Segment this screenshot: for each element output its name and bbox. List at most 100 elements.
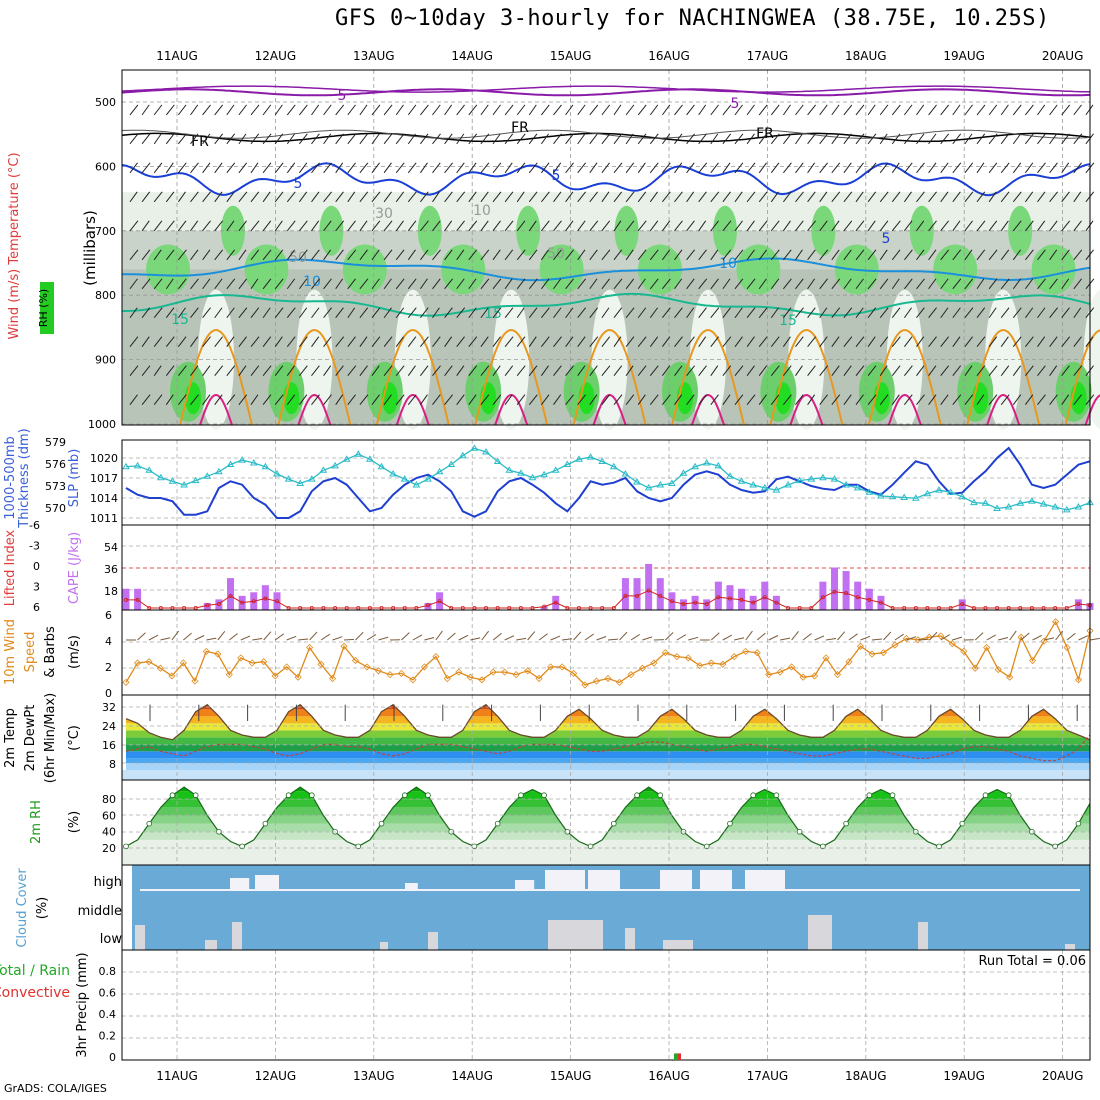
barb [565,191,574,203]
thickness-marker [888,492,897,500]
barb [1073,278,1082,290]
thickness-marker [714,461,723,469]
wind-speed-point [535,674,543,683]
barb [758,336,768,348]
barb [480,104,489,116]
barb [383,249,393,261]
barb [202,307,211,319]
barb [1037,191,1046,203]
wind-speed-point [592,677,601,685]
thickness-marker [644,483,653,491]
barb [299,133,308,145]
barb [347,307,356,319]
barb [262,249,272,261]
date-label-top: 18AUG [845,49,887,63]
barb [238,104,247,116]
cape-bar [645,563,653,610]
barb [141,365,151,377]
barb [1061,249,1070,261]
barb [492,249,501,261]
barb [553,133,562,145]
barb [383,133,393,145]
thickness-marker [435,467,444,475]
thickness-marker [447,460,456,467]
lifted-index-point [867,597,872,602]
barb [262,220,272,232]
precip-tick: 0 [109,1051,116,1064]
wind-tick: 0 [105,687,112,700]
temp-tick: 8 [109,758,116,771]
barb [710,365,719,376]
barb [311,307,320,319]
barb [770,162,780,174]
wind-speed-point [902,634,910,643]
barb [468,162,477,174]
barb [722,278,731,290]
barb [1012,249,1022,261]
surface-barb [344,638,355,641]
barb [468,394,477,405]
temp-label-2: 2m DewPt [23,705,38,772]
barb [129,220,139,232]
wind-speed-point [1006,673,1014,681]
barb [298,162,308,174]
rh-blob [539,244,584,295]
barb [904,365,913,377]
barb [916,249,925,261]
barb [1000,307,1010,319]
low-cloud [548,920,603,950]
barb [335,249,344,261]
barb [178,162,187,174]
surface-barb [298,638,309,641]
barb [710,220,719,232]
wind-speed-point [374,667,383,675]
barb [710,249,719,261]
barb [879,162,889,174]
thickness-marker [795,476,804,484]
barb [1073,220,1082,232]
low-cloud [808,915,832,950]
barb [613,191,623,203]
surface-barb [837,631,846,641]
wind-speed-point [707,659,715,667]
barb [407,365,416,376]
barb [480,191,489,203]
contour-temp-20 [179,328,253,426]
cape-bar [703,599,711,610]
lifted-index-point [751,600,756,605]
barb [298,278,308,290]
thickness-marker [900,493,909,500]
barb [407,104,417,116]
barb [250,162,259,174]
cape-bar [215,599,223,610]
wind-speed-point [833,671,842,679]
barb [625,162,635,174]
barb [541,394,550,405]
li-label: Lifted Index [3,529,18,606]
barb [1061,307,1070,319]
barb [976,133,986,145]
contour-label: 50 [547,246,565,262]
barb [807,394,816,405]
barb [988,307,997,319]
barb [637,249,647,261]
barb [613,104,622,116]
barb [492,162,502,174]
barb [456,307,466,319]
thickness-marker [400,475,409,482]
low-cloud [232,922,242,950]
barb [722,133,732,145]
barb [698,278,708,290]
barb [819,133,829,145]
wind-speed-point [845,658,853,666]
barb [940,278,949,290]
barb [141,307,151,319]
barb [444,307,453,319]
surface-barb [492,632,502,641]
barb [698,365,707,377]
lifted-index-point [124,597,129,602]
barb [528,278,538,290]
barb [674,278,683,290]
barb [190,307,199,319]
barb [504,365,514,377]
